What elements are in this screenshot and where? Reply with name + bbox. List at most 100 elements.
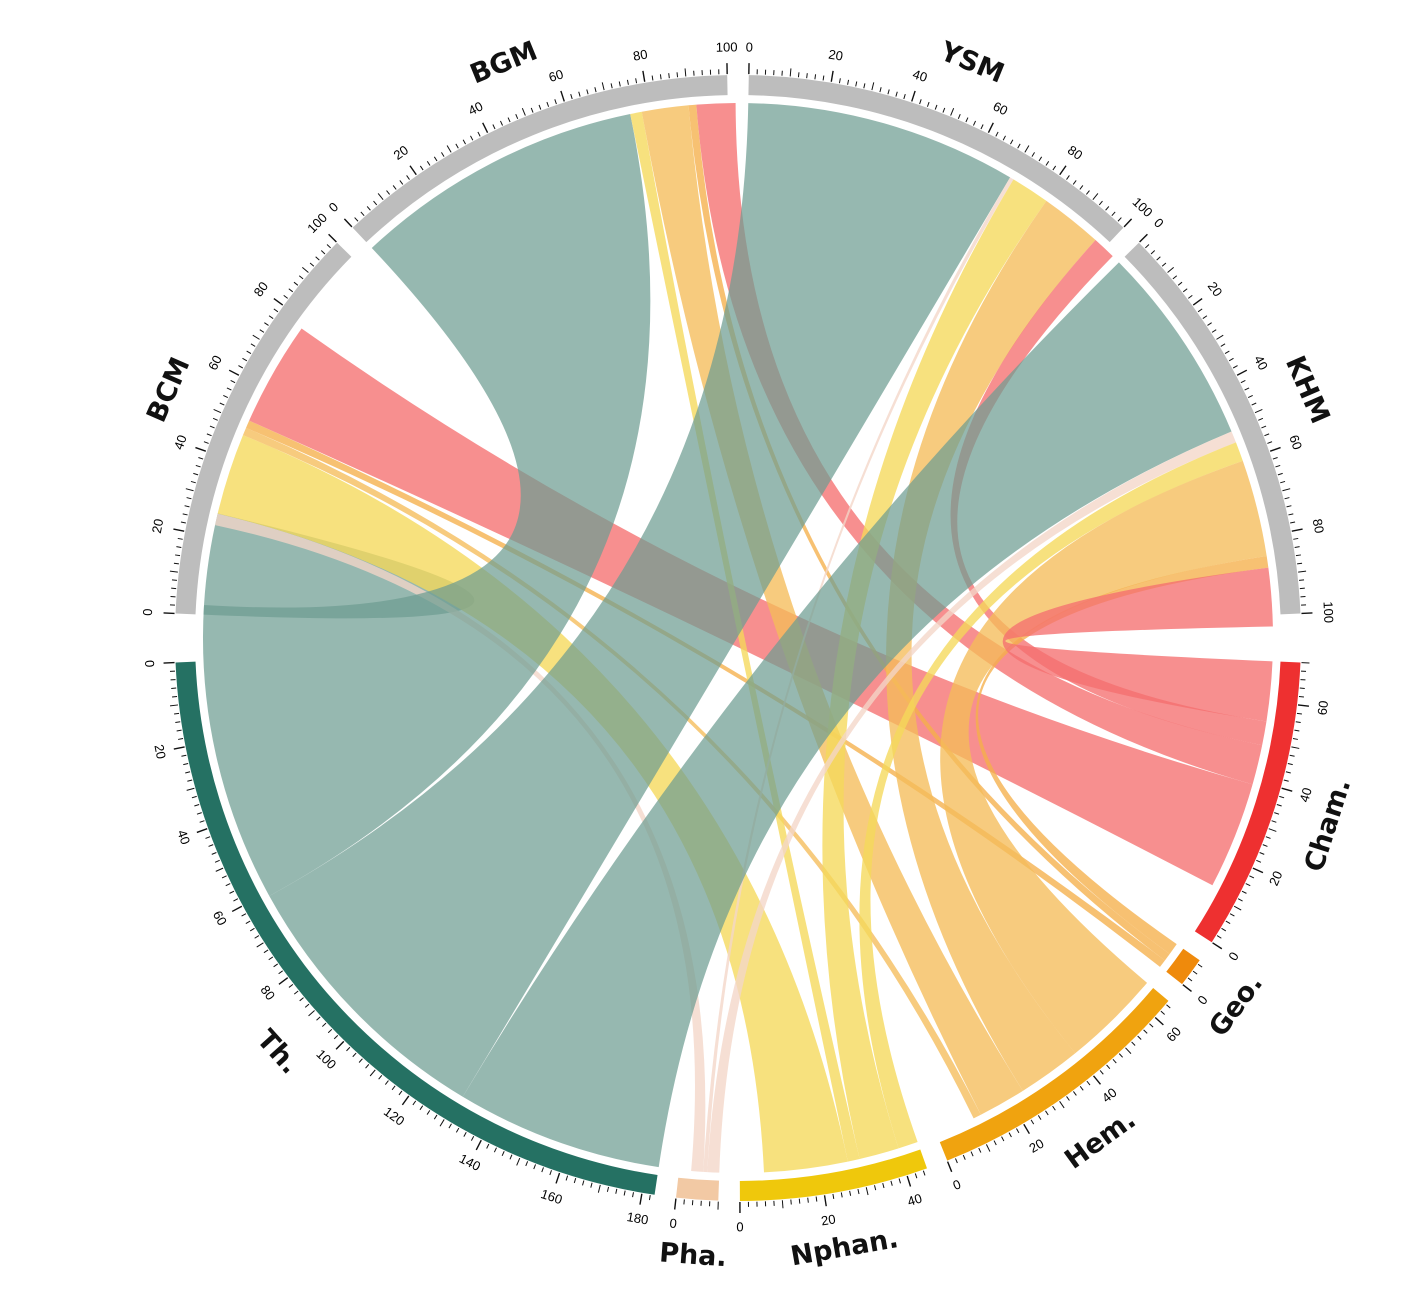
tick-mark <box>205 836 211 839</box>
tick-mark <box>538 104 542 110</box>
sector-label-nphan: Nphan. <box>788 1223 901 1272</box>
tick-mark <box>1216 935 1222 939</box>
tick-label: 80 <box>1065 142 1085 163</box>
chord-bcm-nphan <box>217 435 848 1173</box>
tick-mark <box>1016 1128 1020 1134</box>
tick-label: 0 <box>1225 949 1242 963</box>
tick-label: 0 <box>746 39 754 54</box>
tick-label: 40 <box>1099 1085 1120 1106</box>
tick-mark <box>1192 970 1198 975</box>
tick-mark <box>1275 464 1281 468</box>
tick-mark <box>1261 425 1267 429</box>
tick-mark <box>426 161 431 166</box>
tick-mark <box>942 107 946 113</box>
tick-mark <box>1123 218 1133 228</box>
tick-mark <box>1295 554 1301 557</box>
sector-arc-pha <box>676 1177 719 1201</box>
tick-mark <box>183 763 189 766</box>
tick-mark <box>1292 738 1298 740</box>
tick-mark <box>1024 145 1030 153</box>
tick-mark <box>1297 704 1310 707</box>
tick-mark <box>1287 763 1293 766</box>
tick-mark <box>1252 867 1264 874</box>
tick-mark <box>632 1192 634 1198</box>
tick-mark <box>406 175 410 180</box>
tick-mark <box>195 446 207 452</box>
tick-mark <box>1259 852 1265 855</box>
tick-mark <box>470 1136 475 1141</box>
chord-bgm-th <box>203 113 651 896</box>
tick-mark <box>648 1195 651 1201</box>
tick-mark <box>926 101 930 107</box>
tick-mark <box>268 315 274 319</box>
tick-mark <box>238 365 244 369</box>
tick-mark <box>328 233 337 243</box>
sector-arc-th <box>175 661 658 1195</box>
tick-mark <box>957 114 961 119</box>
tick-mark <box>1272 456 1278 460</box>
sector-arc-nphan <box>739 1149 928 1201</box>
chord-khm-th <box>462 262 1232 1168</box>
tick-mark <box>283 294 289 299</box>
sector-label-ysm: YSM <box>935 36 1009 90</box>
tick-mark <box>273 308 279 313</box>
tick-mark <box>441 152 445 157</box>
chord-khm-hem <box>940 460 1267 1054</box>
tick-mark <box>1161 262 1167 267</box>
tick-mark <box>1267 441 1273 444</box>
tick-mark <box>391 1085 396 1091</box>
tick-label: 40 <box>906 1190 924 1209</box>
tick-mark <box>582 1180 585 1186</box>
tick-mark <box>521 108 526 116</box>
tick-mark <box>499 120 503 126</box>
tick-label: 100 <box>304 210 330 236</box>
tick-label: 80 <box>632 46 649 63</box>
tick-mark <box>316 1016 321 1021</box>
tick-mark <box>1192 297 1203 306</box>
tick-label: 100 <box>716 39 738 54</box>
tick-mark <box>1224 350 1230 354</box>
tick-mark <box>565 1175 569 1181</box>
tick-label: 60 <box>991 98 1011 118</box>
tick-mark <box>857 1188 860 1195</box>
tick-mark <box>1228 357 1234 362</box>
tick-mark <box>1251 402 1257 406</box>
tick-mark <box>838 78 841 84</box>
tick-mark <box>668 73 670 79</box>
tick-mark <box>1154 1016 1164 1026</box>
tick-mark <box>789 68 792 77</box>
tick-mark <box>228 369 240 376</box>
tick-mark <box>193 472 199 476</box>
tick-mark <box>922 1170 926 1176</box>
tick-mark <box>278 970 283 975</box>
sector-arc-hem <box>939 987 1169 1161</box>
tick-label: 100 <box>1321 601 1337 623</box>
tick-mark <box>1066 1096 1070 1101</box>
tick-mark <box>176 729 182 732</box>
tick-mark <box>515 114 519 119</box>
tick-mark <box>1066 175 1070 180</box>
tick-label: 20 <box>1266 869 1286 888</box>
tick-mark <box>962 1154 966 1160</box>
tick-mark <box>268 956 274 961</box>
tick-mark <box>298 275 304 280</box>
tick-mark <box>1256 859 1262 863</box>
sector-label-pha: Pha. <box>658 1237 728 1273</box>
tick-mark <box>399 180 404 185</box>
tick-mark <box>1298 695 1304 698</box>
tick-mark <box>215 867 224 872</box>
sector-label-th: Th. <box>250 1024 305 1080</box>
tick-mark <box>256 942 264 948</box>
tick-mark <box>1291 746 1300 749</box>
tick-mark <box>455 143 459 149</box>
tick-mark <box>386 190 391 195</box>
tick-mark <box>191 795 197 799</box>
tick-mark <box>196 828 208 834</box>
tick-mark <box>1150 250 1156 255</box>
tick-mark <box>245 920 251 924</box>
tick-mark <box>1172 275 1178 280</box>
tick-mark <box>174 712 180 715</box>
tick-mark <box>246 350 252 354</box>
tick-mark <box>1281 787 1293 792</box>
tick-label: 20 <box>820 1211 837 1228</box>
